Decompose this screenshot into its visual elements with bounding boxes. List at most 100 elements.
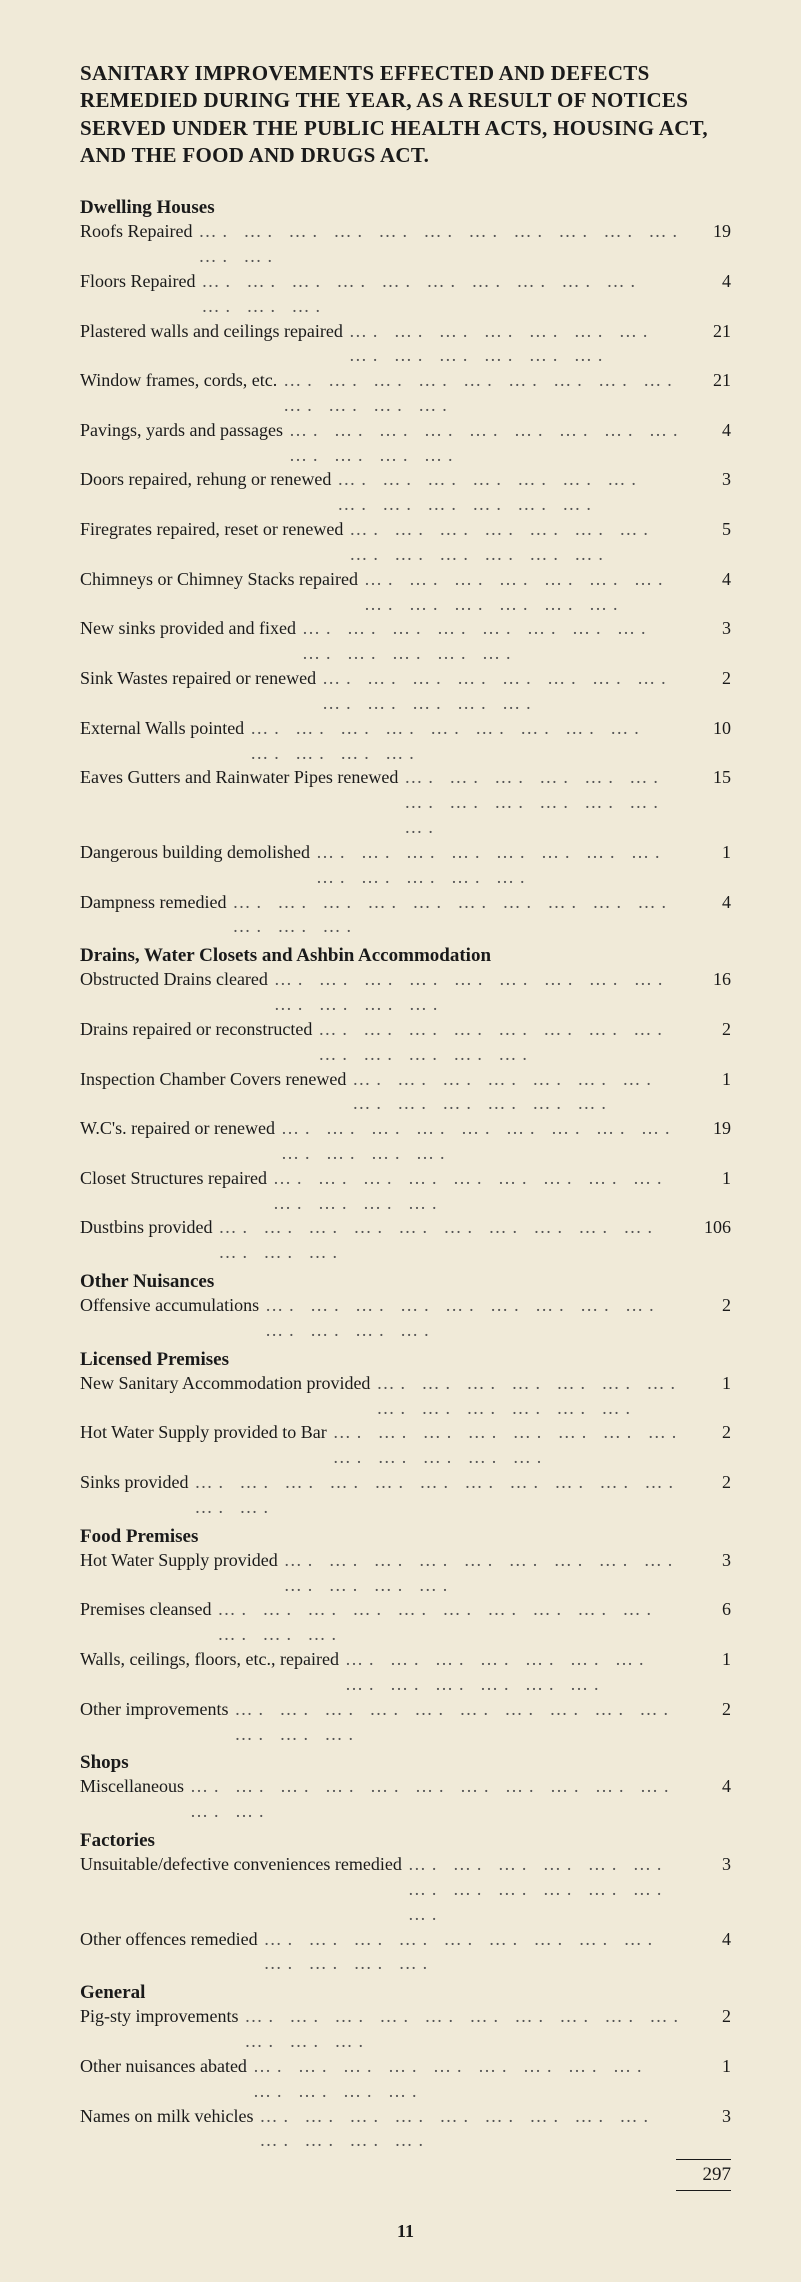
row-label: Miscellaneous: [80, 1774, 184, 1799]
row-value: 1: [691, 840, 731, 865]
total-row: 297: [80, 2164, 731, 2186]
dot-leader: …. …. …. …. …. …. …. …. …. …. …. …. ….: [376, 1371, 685, 1421]
sections-container: Dwelling HousesRoofs Repaired…. …. …. ….…: [80, 191, 731, 2153]
data-row: W.C's. repaired or renewed…. …. …. …. ….…: [80, 1116, 731, 1166]
row-label: Hot Water Supply provided: [80, 1548, 278, 1573]
row-value: 6: [691, 1597, 731, 1622]
data-row: Dangerous building demolished…. …. …. ….…: [80, 840, 731, 890]
row-label: Chimneys or Chimney Stacks repaired: [80, 567, 358, 592]
data-row: Doors repaired, rehung or renewed…. …. ……: [80, 467, 731, 517]
row-value: 4: [691, 269, 731, 294]
row-label: Other nuisances abated: [80, 2054, 247, 2079]
dot-leader: …. …. …. …. …. …. …. …. …. …. …. …. ….: [265, 1293, 685, 1343]
row-value: 21: [691, 319, 731, 344]
data-row: Firegrates repaired, reset or renewed…. …: [80, 517, 731, 567]
dot-leader: …. …. …. …. …. …. …. …. …. …. …. …. ….: [337, 467, 685, 517]
dot-leader: …. …. …. …. …. …. …. …. …. …. …. …. ….: [352, 1067, 685, 1117]
data-row: Inspection Chamber Covers renewed…. …. ……: [80, 1067, 731, 1117]
row-value: 3: [691, 2104, 731, 2129]
row-value: 2: [691, 1697, 731, 1722]
data-row: Other offences remedied…. …. …. …. …. ….…: [80, 1927, 731, 1977]
dot-leader: …. …. …. …. …. …. …. …. …. …. …. …. ….: [349, 319, 685, 369]
section-heading: Dwelling Houses: [80, 197, 731, 219]
row-label: Sink Wastes repaired or renewed: [80, 666, 316, 691]
data-row: Dustbins provided…. …. …. …. …. …. …. ….…: [80, 1215, 731, 1265]
dot-leader: …. …. …. …. …. …. …. …. …. …. …. …. ….: [284, 1548, 685, 1598]
row-value: 4: [691, 1927, 731, 1952]
section-heading: Drains, Water Closets and Ashbin Accommo…: [80, 945, 731, 967]
dot-leader: …. …. …. …. …. …. …. …. …. …. …. …. ….: [349, 517, 685, 567]
section-heading: General: [80, 1982, 731, 2004]
row-label: W.C's. repaired or renewed: [80, 1116, 275, 1141]
dot-leader: …. …. …. …. …. …. …. …. …. …. …. …. ….: [234, 1697, 685, 1747]
row-label: Drains repaired or reconstructed: [80, 1017, 312, 1042]
row-value: 1: [691, 1371, 731, 1396]
row-value: 1: [691, 1647, 731, 1672]
data-row: Obstructed Drains cleared…. …. …. …. …. …: [80, 967, 731, 1017]
row-label: Closet Structures repaired: [80, 1166, 267, 1191]
dot-leader: …. …. …. …. …. …. …. …. …. …. …. …. ….: [274, 967, 685, 1017]
row-value: 3: [691, 1852, 731, 1877]
dot-leader: …. …. …. …. …. …. …. …. …. …. …. …. ….: [345, 1647, 685, 1697]
dot-leader: …. …. …. …. …. …. …. …. …. …. …. …. ….: [232, 890, 685, 940]
dot-leader: …. …. …. …. …. …. …. …. …. …. …. …. ….: [219, 1215, 686, 1265]
data-row: Eaves Gutters and Rainwater Pipes renewe…: [80, 765, 731, 839]
document-title: SANITARY IMPROVEMENTS EFFECTED AND DEFEC…: [80, 60, 731, 169]
row-label: New Sanitary Accommodation provided: [80, 1371, 370, 1396]
row-value: 10: [691, 716, 731, 741]
dot-leader: …. …. …. …. …. …. …. …. …. …. …. …. ….: [201, 269, 685, 319]
row-label: Dampness remedied: [80, 890, 226, 915]
row-value: 2: [691, 1420, 731, 1445]
row-label: External Walls pointed: [80, 716, 244, 741]
row-label: New sinks provided and fixed: [80, 616, 296, 641]
dot-leader: …. …. …. …. …. …. …. …. …. …. …. …. ….: [289, 418, 685, 468]
row-value: 2: [691, 2004, 731, 2029]
row-label: Premises cleansed: [80, 1597, 211, 1622]
row-value: 4: [691, 890, 731, 915]
row-label: Unsuitable/defective conveniences remedi…: [80, 1852, 402, 1877]
dot-leader: …. …. …. …. …. …. …. …. …. …. …. …. ….: [283, 368, 685, 418]
row-label: Dustbins provided: [80, 1215, 213, 1240]
dot-leader: …. …. …. …. …. …. …. …. …. …. …. …. ….: [190, 1774, 685, 1824]
row-label: Inspection Chamber Covers renewed: [80, 1067, 346, 1092]
dot-leader: …. …. …. …. …. …. …. …. …. …. …. …. ….: [250, 716, 685, 766]
dot-leader: …. …. …. …. …. …. …. …. …. …. …. …. ….: [316, 840, 685, 890]
dot-leader: …. …. …. …. …. …. …. …. …. …. …. …. ….: [404, 765, 685, 839]
dot-leader: …. …. …. …. …. …. …. …. …. …. …. …. ….: [259, 2104, 685, 2154]
row-label: Other offences remedied: [80, 1927, 258, 1952]
row-label: Hot Water Supply provided to Bar: [80, 1420, 327, 1445]
row-value: 3: [691, 467, 731, 492]
total-value: 297: [691, 2164, 731, 2186]
data-row: Premises cleansed…. …. …. …. …. …. …. ….…: [80, 1597, 731, 1647]
row-value: 2: [691, 1017, 731, 1042]
row-label: Pavings, yards and passages: [80, 418, 283, 443]
row-value: 2: [691, 1470, 731, 1495]
row-value: 1: [691, 1067, 731, 1092]
data-row: Hot Water Supply provided…. …. …. …. …. …: [80, 1548, 731, 1598]
row-value: 21: [691, 368, 731, 393]
dot-leader: …. …. …. …. …. …. …. …. …. …. …. …. ….: [318, 1017, 685, 1067]
row-value: 3: [691, 1548, 731, 1573]
row-value: 2: [691, 1293, 731, 1318]
section-heading: Licensed Premises: [80, 1349, 731, 1371]
data-row: Plastered walls and ceilings repaired…. …: [80, 319, 731, 369]
row-value: 16: [691, 967, 731, 992]
total-top-rule: [676, 2159, 731, 2160]
row-label: Plastered walls and ceilings repaired: [80, 319, 343, 344]
data-row: Other improvements…. …. …. …. …. …. …. ……: [80, 1697, 731, 1747]
data-row: Floors Repaired…. …. …. …. …. …. …. …. ……: [80, 269, 731, 319]
row-label: Dangerous building demolished: [80, 840, 310, 865]
dot-leader: …. …. …. …. …. …. …. …. …. …. …. …. ….: [253, 2054, 685, 2104]
row-label: Offensive accumulations: [80, 1293, 259, 1318]
row-label: Walls, ceilings, floors, etc., repaired: [80, 1647, 339, 1672]
row-label: Pig-sty improvements: [80, 2004, 239, 2029]
dot-leader: …. …. …. …. …. …. …. …. …. …. …. …. ….: [333, 1420, 685, 1470]
dot-leader: …. …. …. …. …. …. …. …. …. …. …. …. ….: [273, 1166, 685, 1216]
dot-leader: …. …. …. …. …. …. …. …. …. …. …. …. ….: [195, 1470, 685, 1520]
row-label: Doors repaired, rehung or renewed: [80, 467, 331, 492]
dot-leader: …. …. …. …. …. …. …. …. …. …. …. …. ….: [264, 1927, 685, 1977]
total-bottom-rule: [676, 2190, 731, 2191]
data-row: Offensive accumulations…. …. …. …. …. ….…: [80, 1293, 731, 1343]
row-label: Sinks provided: [80, 1470, 189, 1495]
dot-leader: …. …. …. …. …. …. …. …. …. …. …. …. ….: [281, 1116, 685, 1166]
